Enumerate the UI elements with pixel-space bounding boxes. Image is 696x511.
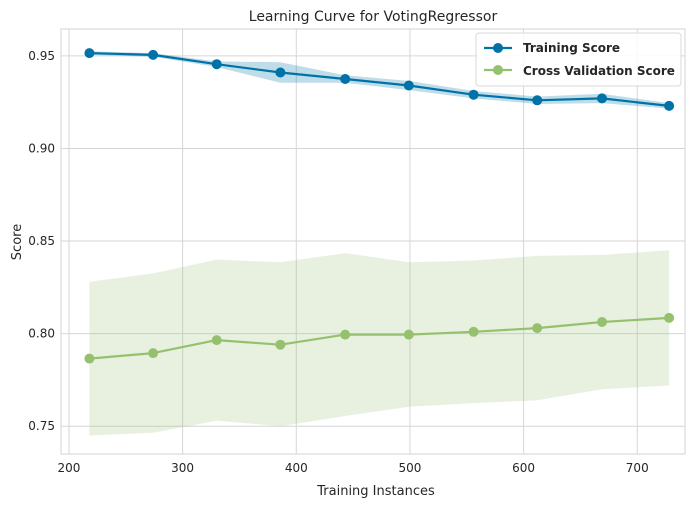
y-tick-label: 0.95 (28, 49, 55, 63)
cv-score-line (89, 316, 670, 360)
grid-layer (61, 29, 685, 454)
training-score-point (275, 67, 286, 78)
cv-score-band (89, 250, 670, 436)
x-tick-label: 400 (285, 461, 308, 475)
y-tick-label: 0.85 (28, 234, 55, 248)
y-axis-label: Score (10, 224, 25, 260)
x-tick-label: 200 (58, 461, 81, 475)
cv-score-point (275, 339, 286, 350)
training-score-point (148, 49, 159, 60)
cv-score-point (148, 348, 159, 359)
y-tick-label: 0.90 (28, 141, 55, 155)
legend-cv-label: Cross Validation Score (523, 64, 675, 78)
x-tick-label: 300 (171, 461, 194, 475)
training-score-point (340, 74, 351, 84)
training-score-point (468, 89, 479, 100)
cv-score-point (597, 317, 607, 327)
cv-score-point (84, 353, 95, 364)
training-score-point (532, 95, 543, 106)
cv-score-point (532, 323, 543, 334)
cv-score-point (664, 312, 675, 323)
x-axis-label: Training Instances (316, 484, 435, 499)
training-score-point (403, 80, 414, 91)
y-tick-label: 0.75 (28, 419, 55, 433)
training-score-point (211, 59, 222, 70)
legend-training-marker (493, 43, 503, 53)
training-score-line (89, 52, 670, 107)
y-tick-label: 0.80 (28, 327, 55, 341)
chart-title: Learning Curve for VotingRegressor (249, 9, 498, 25)
legend-cv-marker (493, 65, 503, 75)
x-tick-label: 500 (398, 461, 421, 475)
tick-layer: 200 300 400 500 600 700 0.75 0.80 0.85 0.90 0.95 (28, 49, 648, 475)
training-score-point (84, 48, 95, 59)
point-layer (84, 48, 675, 364)
cv-score-point (403, 329, 414, 340)
legend-training-label: Training Score (523, 41, 620, 55)
x-tick-label: 700 (626, 461, 649, 475)
legend-box (475, 32, 682, 87)
training-score-point (597, 93, 607, 104)
line-layer (89, 52, 670, 360)
training-score-point (664, 100, 675, 111)
cv-score-point (211, 335, 222, 346)
legend: Training Score Cross Validation Score (475, 32, 682, 87)
cv-score-point (468, 326, 479, 337)
cv-score-point (340, 329, 351, 340)
x-tick-label: 600 (512, 461, 535, 475)
